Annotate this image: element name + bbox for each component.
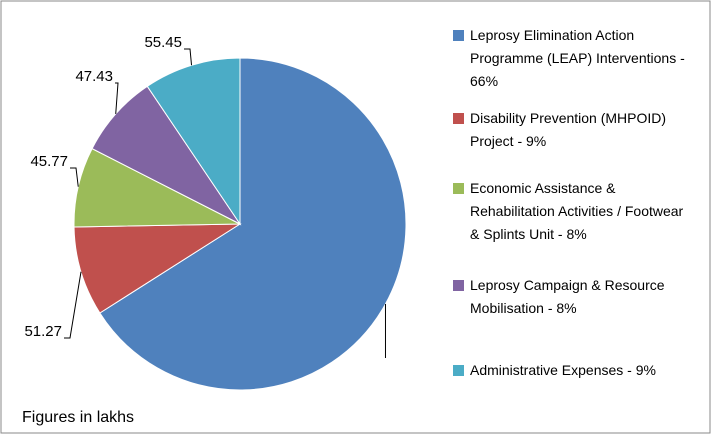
legend-entry: Disability Prevention (MHPOID) Project -… <box>453 107 688 153</box>
data-label: 55.45 <box>144 34 182 51</box>
pie-slice <box>73 223 242 314</box>
legend-label: Disability Prevention (MHPOID) Project -… <box>470 110 667 149</box>
legend-label: Economic Assistance & Rehabilitation Act… <box>470 180 684 242</box>
legend-swatch <box>453 365 464 376</box>
legend-swatch <box>453 280 464 291</box>
data-label: 51.27 <box>24 323 62 340</box>
leader-line <box>115 82 119 114</box>
leader-line <box>70 167 79 187</box>
leader-line <box>64 271 82 339</box>
legend-label: Leprosy Elimination Action Programme (LE… <box>470 27 685 89</box>
annotation: Figures in lakhs <box>22 409 134 426</box>
legend-entry: Administrative Expenses - 9% <box>453 359 688 382</box>
legend-swatch <box>453 183 464 194</box>
data-label: 47.43 <box>75 68 113 85</box>
pie-slice <box>99 57 407 391</box>
data-label: 45.77 <box>30 153 68 170</box>
legend-entry: Economic Assistance & Rehabilitation Act… <box>453 177 688 246</box>
legend-swatch <box>453 30 464 41</box>
legend-swatch <box>453 113 464 124</box>
legend-entry: Leprosy Campaign & Resource Mobilisation… <box>453 274 688 320</box>
legend-label: Administrative Expenses - 9% <box>470 362 656 378</box>
leader-line <box>184 48 193 66</box>
legend-label: Leprosy Campaign & Resource Mobilisation… <box>470 277 665 316</box>
legend-entry: Leprosy Elimination Action Programme (LE… <box>453 24 688 93</box>
